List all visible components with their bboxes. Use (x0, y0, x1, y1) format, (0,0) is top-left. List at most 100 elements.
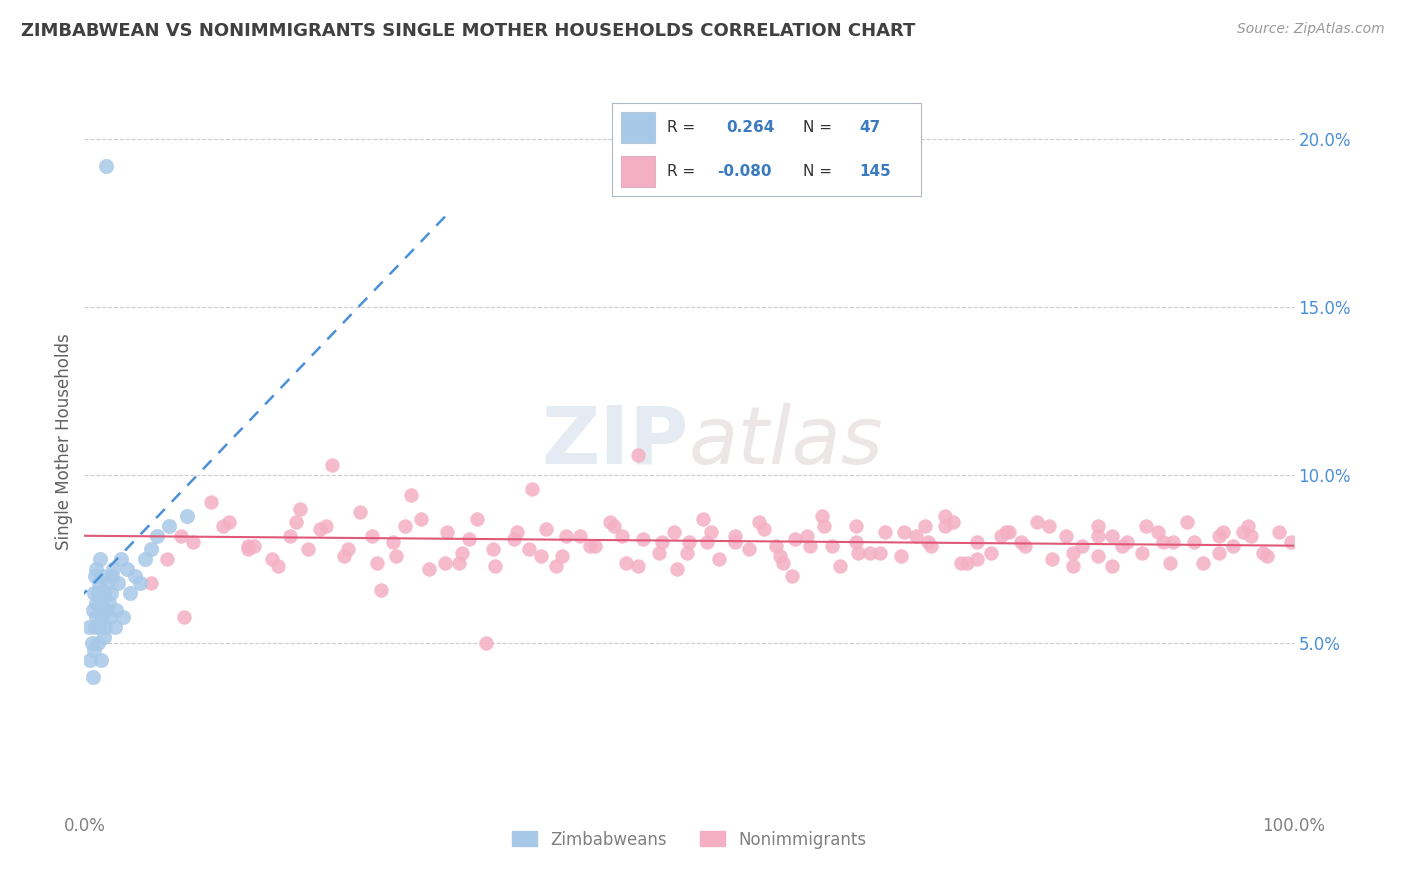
Point (467, 512, 489, 526)
Point (796, 529, 818, 543)
Point (366, 556, 388, 570)
Point (218, 516, 240, 530)
Text: 145: 145 (859, 164, 891, 179)
Point (87, 575, 110, 590)
Point (578, 539, 600, 553)
Point (112, 609, 135, 624)
Point (1062, 545, 1084, 560)
Point (381, 535, 404, 549)
Point (115, 562, 138, 576)
Text: N =: N = (803, 120, 832, 135)
Point (724, 535, 747, 549)
Point (811, 508, 834, 523)
Point (845, 535, 868, 549)
Point (399, 488, 422, 502)
Point (1268, 525, 1291, 540)
Point (569, 529, 592, 543)
Point (82, 670, 104, 684)
Point (349, 505, 371, 519)
Point (1054, 529, 1077, 543)
Point (475, 636, 498, 650)
Point (93, 586, 115, 600)
Point (1038, 518, 1060, 533)
Point (77, 619, 100, 633)
Point (1182, 535, 1205, 549)
Point (84, 619, 107, 633)
Point (124, 569, 146, 583)
Point (502, 532, 524, 546)
Point (506, 525, 529, 540)
Point (627, 559, 650, 574)
Point (139, 575, 162, 590)
Point (101, 569, 124, 583)
Point (1101, 559, 1123, 574)
Text: R =: R = (668, 164, 696, 179)
Text: 47: 47 (859, 120, 880, 135)
Point (692, 512, 714, 526)
Point (859, 545, 882, 560)
Point (98, 609, 121, 624)
Point (107, 575, 129, 590)
Point (1011, 535, 1033, 549)
Point (696, 535, 718, 549)
Point (1087, 529, 1109, 543)
Point (333, 549, 356, 563)
Point (100, 586, 122, 600)
Point (651, 535, 673, 549)
Point (288, 501, 311, 516)
Point (583, 539, 606, 553)
Point (980, 545, 1002, 560)
Point (134, 552, 156, 566)
Point (94, 603, 117, 617)
Point (155, 552, 177, 566)
Point (1115, 535, 1137, 549)
Point (1159, 556, 1181, 570)
Point (1279, 535, 1302, 549)
Point (87, 619, 110, 633)
Point (820, 539, 842, 553)
Point (1256, 549, 1278, 563)
Point (1135, 518, 1157, 533)
Point (236, 542, 259, 557)
Point (89, 603, 111, 617)
Point (830, 559, 852, 574)
Point (1232, 525, 1254, 540)
Point (1208, 545, 1230, 560)
Point (336, 542, 359, 557)
FancyBboxPatch shape (621, 156, 655, 187)
Point (82, 603, 104, 617)
Point (83, 643, 105, 657)
Point (176, 508, 198, 523)
Point (873, 525, 896, 540)
Point (1222, 539, 1244, 553)
Point (309, 522, 332, 536)
Point (748, 516, 770, 530)
Point (450, 545, 472, 560)
Point (129, 575, 152, 590)
Point (998, 525, 1021, 540)
Point (1014, 539, 1036, 553)
Point (91, 569, 114, 583)
Point (869, 545, 891, 560)
Point (905, 529, 928, 543)
Point (890, 549, 912, 563)
Point (517, 542, 540, 557)
Point (631, 532, 654, 546)
Point (813, 518, 835, 533)
Point (260, 552, 283, 566)
Point (1062, 559, 1084, 574)
Point (79, 653, 101, 667)
Point (84, 569, 107, 583)
Point (678, 535, 700, 549)
Point (627, 448, 650, 462)
Point (120, 586, 142, 600)
Point (1087, 518, 1109, 533)
Point (89, 552, 111, 566)
Text: R =: R = (668, 120, 696, 135)
Point (170, 529, 193, 543)
Point (765, 539, 787, 553)
Point (966, 535, 988, 549)
Point (436, 525, 458, 540)
Point (236, 539, 259, 553)
Point (86, 596, 108, 610)
